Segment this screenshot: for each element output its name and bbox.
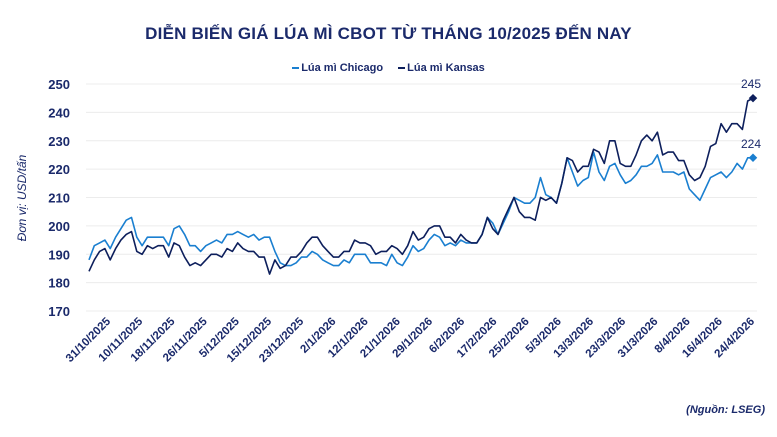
y-tick-label: 230 — [48, 134, 70, 149]
data-label: 224 — [741, 137, 761, 151]
chart-title: DIỄN BIẾN GIÁ LÚA MÌ CBOT TỪ THÁNG 10/20… — [145, 24, 632, 43]
legend-item-chicago: Lúa mì Chicago — [292, 62, 383, 74]
y-tick-label: 240 — [48, 105, 70, 120]
legend-label-kansas: Lúa mì Kansas — [407, 62, 485, 74]
y-tick-label: 190 — [48, 247, 70, 262]
series-line-chicago — [88, 151, 753, 267]
legend-swatch-kansas — [398, 67, 406, 69]
y-tick-label: 220 — [48, 162, 70, 177]
end-marker — [748, 93, 758, 103]
y-tick-label: 170 — [48, 304, 70, 319]
data-label: 245 — [741, 77, 761, 91]
y-axis-label: Đơn vị: USD/tấn — [15, 154, 29, 241]
legend-item-kansas: Lúa mì Kansas — [398, 62, 485, 74]
series-line-kansas — [88, 97, 754, 275]
legend: Lúa mì Chicago Lúa mì Kansas — [0, 60, 777, 74]
legend-label-chicago: Lúa mì Chicago — [301, 62, 384, 74]
end-marker — [748, 153, 758, 163]
legend-swatch-chicago — [292, 67, 300, 69]
y-tick-label: 200 — [48, 219, 70, 234]
y-tick-label: 250 — [48, 77, 70, 92]
source-note: (Nguồn: LSEG) — [686, 404, 765, 416]
y-tick-label: 180 — [48, 276, 70, 291]
y-tick-label: 210 — [48, 191, 70, 206]
